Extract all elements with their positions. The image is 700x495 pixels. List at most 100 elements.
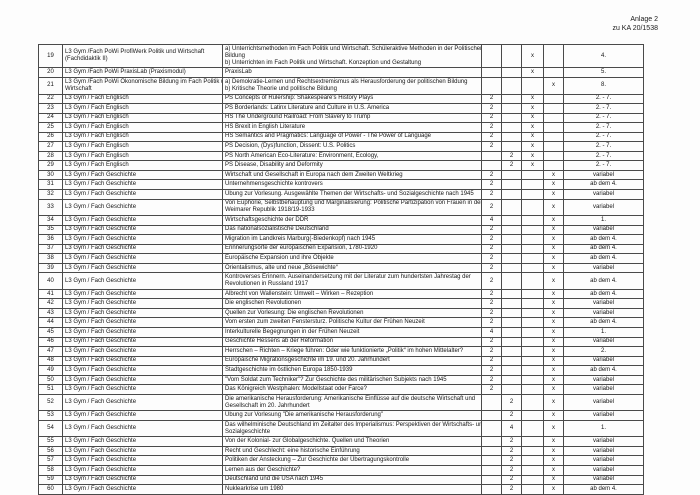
mark-col-a-cell: x <box>521 43 544 69</box>
hours-col-b-cell: 2 <box>501 393 522 412</box>
semester-cell: 5. <box>563 67 644 78</box>
course-cell: L3 Gym / Fach Geschichte <box>62 484 223 495</box>
course-cell: L3 Gym /Fach PoWi PraxisLab (Praxismodul… <box>62 67 223 78</box>
table-row: 27 L3 Gym / Fach Englisch PS Decision, (Dy… <box>38 141 644 152</box>
semester-cell: variabel <box>563 307 644 319</box>
hours-col-b-cell: 2 <box>501 410 522 421</box>
description-cell: Kontroverses Erinnern. Auseinandersetzun… <box>222 272 482 290</box>
hours-col-b-cell <box>501 198 522 217</box>
mark-col-b-cell: x <box>543 384 564 395</box>
row-number-cell: 25 <box>38 122 63 133</box>
description-cell: Europäische Migrationsgeschichte im 19. … <box>222 355 482 367</box>
hours-col-b-cell <box>501 215 522 226</box>
semester-cell: 2. <box>563 346 644 357</box>
table-row: 45 L3 Gym / Fach Geschichte Interkulturell… <box>38 327 644 338</box>
semester-cell: variabel <box>563 436 644 447</box>
hours-col-b-cell <box>501 365 522 376</box>
description-cell: Stadtgeschichte im östlichen Europa 1850… <box>222 365 482 376</box>
description-cell: Deutschland und die USA nach 1945 <box>222 474 482 486</box>
description-cell: HS The Underground Railroad: From Slaver… <box>222 112 482 124</box>
hours-col-a-cell <box>481 445 502 457</box>
table-row: 57 L3 Gym / Fach Geschichte Politiken der … <box>38 455 644 466</box>
mark-col-a-cell <box>521 215 544 226</box>
table-row: 40 L3 Gym / Fach Geschichte Kontroverses E… <box>38 272 644 290</box>
table-row: 53 L3 Gym / Fach Geschichte Übung zur Vorl… <box>38 410 644 421</box>
hours-col-a-cell: 2 <box>481 188 502 200</box>
mark-col-a-cell <box>521 179 544 190</box>
mark-col-a-cell <box>521 298 544 309</box>
hours-col-a-cell: 2 <box>481 169 502 181</box>
hours-col-a-cell: 2 <box>481 103 502 114</box>
mark-col-a-cell <box>521 484 544 495</box>
row-number-cell: 54 <box>38 419 63 438</box>
course-cell: L3 Gym / Fach Geschichte <box>62 474 223 486</box>
row-number-cell: 60 <box>38 484 63 495</box>
mark-col-b-cell: x <box>543 445 564 457</box>
description-cell: Das nationalsozialistische Deutschland <box>222 224 482 236</box>
course-cell: L3 Gym / Fach Geschichte <box>62 307 223 319</box>
table-row: 60 L3 Gym / Fach Geschichte Nuklearkrise u… <box>38 484 644 495</box>
mark-col-a-cell <box>521 262 544 274</box>
hours-col-b-cell: 2 <box>501 150 522 162</box>
course-cell: L3 Gym / Fach Englisch <box>62 112 223 124</box>
description-cell: Übung zur Vorlesung "Die amerikanische H… <box>222 410 482 421</box>
mark-col-b-cell: x <box>543 327 564 338</box>
description-cell: PS Concepts of Rulership: Shakespeare's … <box>222 93 482 105</box>
semester-cell: variabel <box>563 355 644 367</box>
hours-col-b-cell <box>501 262 522 274</box>
semester-cell: 4. <box>563 43 644 69</box>
hours-col-b-cell <box>501 141 522 152</box>
table-row: 19 L3 Gym /Fach PoWi ProfiWerk Politik un… <box>38 43 644 69</box>
hours-col-a-cell: 2 <box>481 288 502 300</box>
semester-cell: 2. - 7. <box>563 150 644 162</box>
description-cell: Nuklearkrise um 1980 <box>222 484 482 495</box>
course-cell: L3 Gym / Fach Englisch <box>62 103 223 114</box>
course-cell: L3 Gym / Fach Englisch <box>62 122 223 133</box>
course-table: 19 L3 Gym /Fach PoWi ProfiWerk Politik un… <box>38 43 644 495</box>
course-cell: L3 Gym / Fach Geschichte <box>62 262 223 274</box>
hours-col-a-cell <box>481 484 502 495</box>
course-cell: L3 Gym / Fach Geschichte <box>62 455 223 466</box>
course-cell: L3 Gym / Fach Englisch <box>62 160 223 171</box>
description-cell: Migration im Landkreis Marburg(-Biedenko… <box>222 234 482 245</box>
description-cell: Von der Kolonial- zur Globalgeschichte. … <box>222 436 482 447</box>
row-number-cell: 42 <box>38 298 63 309</box>
description-cell: Wirtschaftsgeschichte der DDR <box>222 215 482 226</box>
hours-col-a-cell: 2 <box>481 346 502 357</box>
course-cell: L3 Gym / Fach Geschichte <box>62 365 223 376</box>
mark-col-b-cell: x <box>543 188 564 200</box>
hours-col-a-cell <box>481 393 502 412</box>
description-cell: PS Borderlands: Latinx Literature and Cu… <box>222 103 482 114</box>
hours-col-b-cell <box>501 77 522 95</box>
table-row: 48 L3 Gym / Fach Geschichte Europäische Mi… <box>38 355 644 367</box>
mark-col-b-cell: x <box>543 455 564 466</box>
description-cell: Die englischen Revolutionen <box>222 298 482 309</box>
hours-col-a-cell: 2 <box>481 131 502 143</box>
table-row: 25 L3 Gym / Fach Englisch HS Brexit in Eng… <box>38 122 644 133</box>
hours-col-a-cell: 2 <box>481 243 502 255</box>
row-number-cell: 29 <box>38 160 63 171</box>
mark-col-a-cell: x <box>521 112 544 124</box>
mark-col-b-cell: x <box>543 355 564 367</box>
hours-col-a-cell <box>481 67 502 78</box>
row-number-cell: 20 <box>38 67 63 78</box>
mark-col-b-cell: x <box>543 298 564 309</box>
annotation-line2: zu KA 20/1538 <box>612 24 658 32</box>
semester-cell: 8. <box>563 77 644 95</box>
semester-cell: variabel <box>563 474 644 486</box>
description-cell: PS North American Eco-Literature: Enviro… <box>222 150 482 162</box>
description-cell: Politiken der Ansteckung – Zur Geschicht… <box>222 455 482 466</box>
mark-col-b-cell: x <box>543 346 564 357</box>
row-number-cell: 27 <box>38 141 63 152</box>
semester-cell: ab dem 4. <box>563 179 644 190</box>
mark-col-b-cell: x <box>543 419 564 438</box>
description-cell: HS Semantics and Pragmatics: Language of… <box>222 131 482 143</box>
hours-col-a-cell <box>481 455 502 466</box>
hours-col-b-cell: 2 <box>501 484 522 495</box>
row-number-cell: 56 <box>38 445 63 457</box>
row-number-cell: 41 <box>38 288 63 300</box>
table-row: 39 L3 Gym / Fach Geschichte Orientalismus,… <box>38 262 644 274</box>
mark-col-a-cell: x <box>521 131 544 143</box>
course-cell: L3 Gym / Fach Geschichte <box>62 355 223 367</box>
description-cell: Interkulturelle Begegnungen in der Frühe… <box>222 327 482 338</box>
